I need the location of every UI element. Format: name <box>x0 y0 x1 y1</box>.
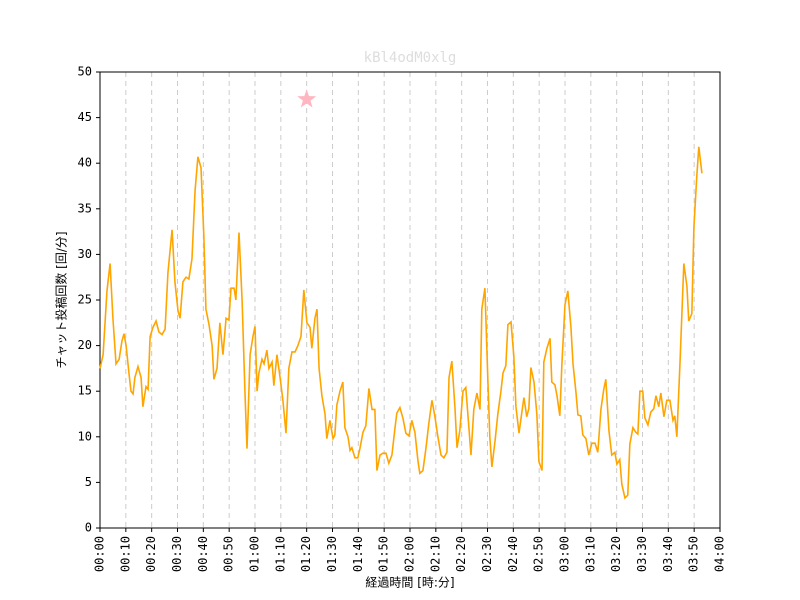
y-tick-label: 10 <box>78 429 92 443</box>
x-tick-label: 03:20 <box>609 536 623 572</box>
x-tick-label: 00:10 <box>118 536 132 572</box>
y-tick-label: 5 <box>85 475 92 489</box>
x-tick-label: 03:40 <box>661 536 675 572</box>
x-tick-label: 00:50 <box>222 536 236 572</box>
x-tick-label: 02:00 <box>403 536 417 572</box>
x-tick-label: 01:30 <box>325 536 339 572</box>
y-tick-label: 35 <box>78 201 92 215</box>
x-tick-label: 01:50 <box>377 536 391 572</box>
y-tick-label: 20 <box>78 338 92 352</box>
x-tick-label: 01:10 <box>273 536 287 572</box>
x-tick-label: 03:10 <box>583 536 597 572</box>
y-tick-label: 30 <box>78 247 92 261</box>
x-tick-label: 01:20 <box>299 536 313 572</box>
x-tick-label: 03:30 <box>635 536 649 572</box>
x-tick-label: 02:10 <box>428 536 442 572</box>
y-tick-label: 50 <box>78 65 92 79</box>
y-tick-label: 40 <box>78 156 92 170</box>
y-axis-label: チャット投稿回数 [回/分] <box>54 231 69 368</box>
x-tick-label: 03:50 <box>687 536 701 572</box>
chart-title: kBl4odM0xlg <box>364 50 457 66</box>
x-tick-label: 00:20 <box>144 536 158 572</box>
y-tick-label: 25 <box>78 293 92 307</box>
x-tick-label: 00:00 <box>93 536 107 572</box>
x-tick-label: 00:30 <box>170 536 184 572</box>
x-tick-label: 02:20 <box>454 536 468 572</box>
plot-frame <box>99 71 721 529</box>
x-tick-label: 02:40 <box>506 536 520 572</box>
y-tick-label: 0 <box>85 521 92 535</box>
x-tick-label: 02:50 <box>532 536 546 572</box>
x-tick-label: 00:40 <box>196 536 210 572</box>
x-tick-label: 01:00 <box>248 536 262 572</box>
x-tick-label: 01:40 <box>351 536 365 572</box>
series-line <box>99 146 703 500</box>
x-tick-label: 02:30 <box>480 536 494 572</box>
y-tick-label: 45 <box>78 110 92 124</box>
x-tick-label: 04:00 <box>713 536 727 572</box>
x-axis-label: 経過時間 [時:分] <box>365 576 454 590</box>
star-marker <box>297 89 317 108</box>
x-tick-label: 03:00 <box>558 536 572 572</box>
y-tick-label: 15 <box>78 384 92 398</box>
